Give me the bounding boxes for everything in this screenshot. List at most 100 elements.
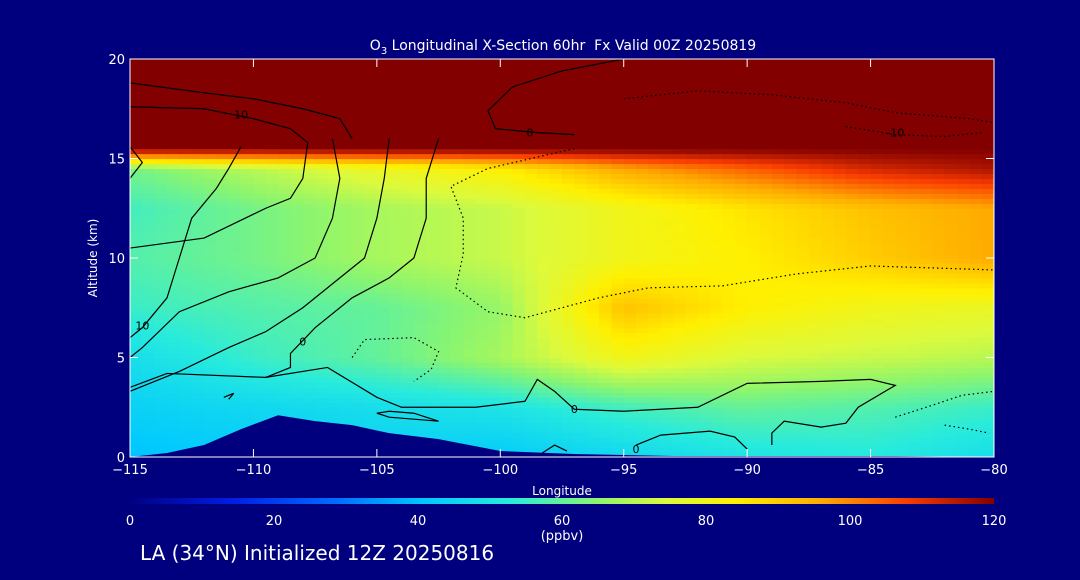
ozone-cell bbox=[376, 407, 390, 413]
ozone-cell bbox=[228, 183, 242, 189]
ozone-cell bbox=[771, 307, 785, 314]
ozone-cell bbox=[401, 377, 415, 383]
ozone-cell bbox=[722, 272, 736, 279]
ozone-cell bbox=[969, 218, 983, 224]
ozone-cell bbox=[710, 452, 724, 457]
ozone-cell bbox=[426, 292, 440, 299]
ozone-cell bbox=[784, 233, 798, 239]
ozone-cell bbox=[858, 277, 872, 284]
ozone-cell bbox=[932, 282, 946, 289]
ozone-cell bbox=[154, 267, 168, 274]
ozone-cell bbox=[154, 377, 168, 383]
ozone-cell bbox=[537, 213, 551, 219]
ozone-cell bbox=[204, 123, 217, 130]
ozone-cell bbox=[315, 183, 329, 189]
ozone-cell bbox=[586, 118, 600, 125]
ozone-cell bbox=[895, 223, 909, 229]
ozone-cell bbox=[426, 427, 440, 433]
ozone-cell bbox=[599, 392, 612, 398]
ozone-cell bbox=[364, 248, 378, 254]
ozone-cell bbox=[290, 98, 304, 105]
ozone-cell bbox=[241, 372, 255, 378]
ozone-cell bbox=[500, 262, 514, 269]
ozone-cell bbox=[364, 203, 378, 209]
ozone-cell bbox=[697, 432, 711, 438]
ozone-cell bbox=[808, 198, 822, 204]
ozone-cell bbox=[722, 233, 736, 239]
ozone-cell bbox=[586, 113, 600, 120]
ozone-cell bbox=[845, 297, 859, 304]
ozone-cell bbox=[167, 307, 180, 314]
ozone-cell bbox=[636, 128, 649, 135]
ozone-cell bbox=[845, 287, 859, 294]
ozone-cell bbox=[636, 183, 649, 189]
ozone-cell bbox=[154, 193, 168, 199]
ozone-cell bbox=[623, 282, 637, 289]
ozone-cell bbox=[179, 153, 193, 160]
ozone-cell bbox=[673, 292, 687, 299]
ozone-cell bbox=[315, 178, 329, 184]
ozone-cell bbox=[179, 108, 193, 115]
ozone-cell bbox=[759, 113, 773, 120]
ozone-cell bbox=[932, 352, 946, 359]
ozone-cell bbox=[376, 248, 390, 254]
ozone-cell bbox=[130, 292, 143, 299]
ozone-cell bbox=[241, 262, 255, 269]
ozone-cell bbox=[191, 357, 205, 364]
ozone-cell bbox=[845, 282, 859, 289]
ozone-cell bbox=[302, 297, 316, 304]
ozone-cell bbox=[204, 432, 217, 438]
ozone-cell bbox=[574, 392, 588, 398]
ozone-cell bbox=[450, 347, 464, 354]
ozone-cell bbox=[154, 158, 168, 165]
ozone-cell bbox=[771, 362, 785, 369]
ozone-cell bbox=[364, 143, 378, 150]
ozone-cell bbox=[932, 213, 946, 219]
ozone-cell bbox=[315, 372, 329, 378]
ozone-cell bbox=[660, 168, 674, 175]
ozone-cell bbox=[747, 148, 761, 155]
ozone-cell bbox=[969, 198, 983, 204]
ozone-cell bbox=[697, 297, 711, 304]
ozone-cell bbox=[808, 422, 822, 428]
ozone-cell bbox=[599, 342, 612, 349]
ozone-cell bbox=[450, 412, 464, 418]
ozone-cell bbox=[265, 258, 279, 264]
ozone-cell bbox=[845, 342, 859, 349]
ozone-cell bbox=[759, 203, 773, 209]
ozone-cell bbox=[524, 267, 538, 274]
ozone-cell bbox=[438, 153, 452, 160]
ozone-cell bbox=[673, 352, 687, 359]
ozone-cell bbox=[821, 188, 835, 194]
ozone-cell bbox=[673, 213, 687, 219]
ozone-cell bbox=[524, 367, 538, 374]
ozone-cell bbox=[870, 307, 884, 314]
ozone-cell bbox=[574, 203, 588, 209]
ozone-cell bbox=[574, 198, 588, 204]
ozone-cell bbox=[747, 372, 761, 378]
ozone-cell bbox=[253, 307, 267, 314]
ozone-cell bbox=[401, 302, 415, 309]
ozone-cell bbox=[142, 402, 156, 408]
ozone-cell bbox=[710, 208, 724, 214]
ozone-cell bbox=[660, 198, 674, 204]
ozone-cell bbox=[784, 437, 798, 443]
ozone-cell bbox=[167, 422, 180, 428]
ozone-cell bbox=[376, 402, 390, 408]
ozone-cell bbox=[204, 208, 217, 214]
ozone-cell bbox=[599, 452, 612, 457]
ozone-cell bbox=[636, 422, 649, 428]
ozone-cell bbox=[524, 397, 538, 403]
ozone-cell bbox=[438, 282, 452, 289]
ozone-cell bbox=[586, 262, 600, 269]
ozone-field bbox=[130, 59, 994, 457]
ozone-cell bbox=[858, 198, 872, 204]
ozone-cell bbox=[611, 218, 625, 224]
ozone-cell bbox=[821, 302, 835, 309]
ozone-cell bbox=[981, 233, 994, 239]
ozone-cell bbox=[685, 193, 699, 199]
ozone-cell bbox=[475, 138, 489, 145]
ozone-cell bbox=[833, 148, 847, 155]
ozone-cell bbox=[956, 243, 970, 249]
ozone-cell bbox=[907, 342, 921, 349]
